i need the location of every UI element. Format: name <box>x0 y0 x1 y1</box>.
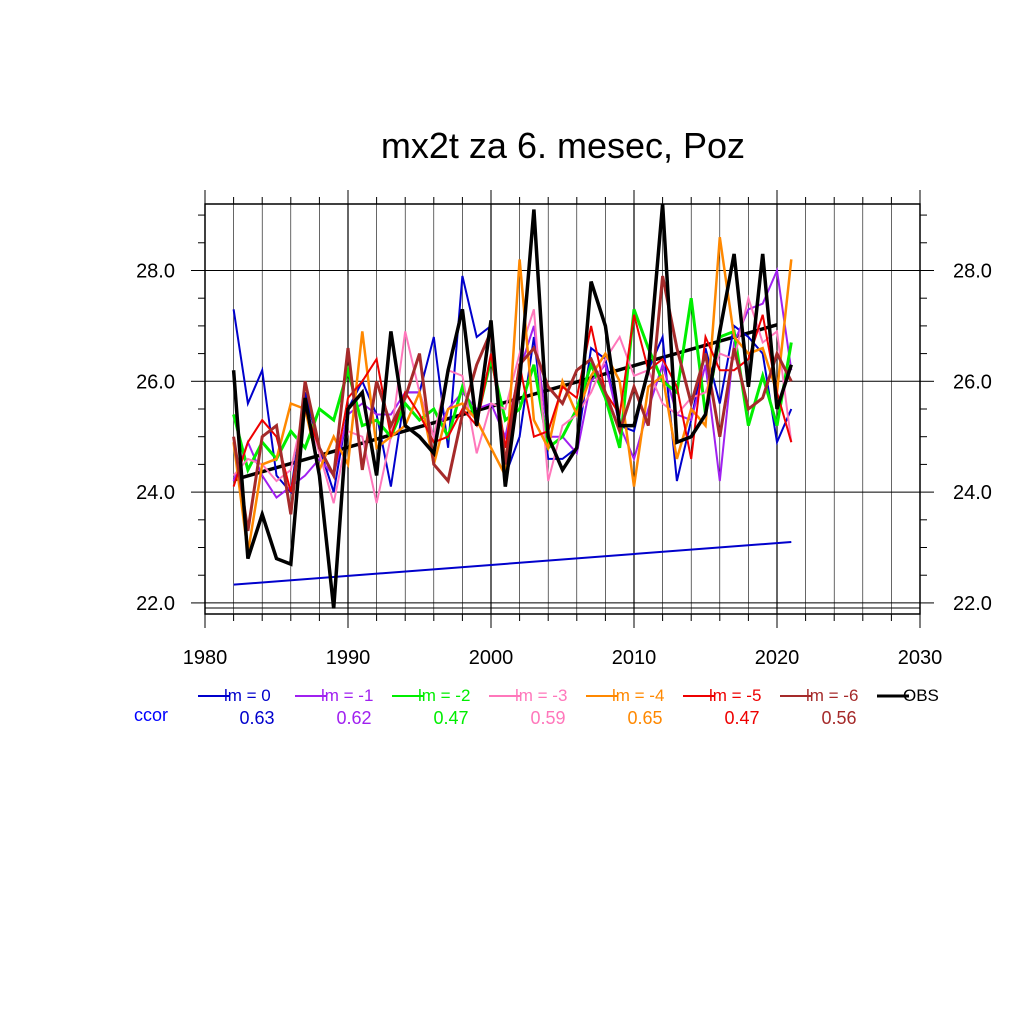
legend-label: OBS <box>903 686 939 705</box>
legend-label: lm = -5 <box>709 686 761 705</box>
ccor-value: 0.65 <box>627 708 662 728</box>
series-line <box>232 237 793 554</box>
x-tick-label: 2020 <box>755 647 800 669</box>
legend-label: lm = -6 <box>806 686 858 705</box>
legend: lm = 0 0.63 lm = -1 0.62 lm = -2 0.47 lm = -3 0… <box>134 686 939 728</box>
y-tick-label-left: 22.0 <box>136 593 175 615</box>
legend-label: lm = -3 <box>515 686 567 705</box>
ccor-value: 0.47 <box>724 708 759 728</box>
trend-line <box>233 540 792 586</box>
series-line <box>231 203 793 609</box>
x-tick-label: 2030 <box>898 647 943 669</box>
x-axis: 1980 1990 2000 2010 2020 2030 <box>183 190 943 669</box>
x-tick-label: 2010 <box>612 647 657 669</box>
series-lines <box>231 203 793 609</box>
legend-label: lm = -4 <box>612 686 664 705</box>
y-tick-label-right: 22.0 <box>953 593 992 615</box>
y-tick-label-right: 26.0 <box>953 371 992 393</box>
y-tick-label-right: 24.0 <box>953 482 992 504</box>
ccor-value: 0.62 <box>336 708 371 728</box>
y-tick-label-left: 28.0 <box>136 260 175 282</box>
ccor-value: 0.63 <box>239 708 274 728</box>
legend-label: lm = -1 <box>321 686 373 705</box>
ccor-value: 0.59 <box>530 708 565 728</box>
ccor-value: 0.47 <box>433 708 468 728</box>
legend-label: lm = -2 <box>418 686 470 705</box>
ccor-value: 0.56 <box>821 708 856 728</box>
y-tick-label-left: 26.0 <box>136 371 175 393</box>
y-tick-label-left: 24.0 <box>136 482 175 504</box>
y-tick-label-right: 28.0 <box>953 260 992 282</box>
x-tick-label: 1980 <box>183 647 228 669</box>
y-axis: 22.0 22.0 24.0 24.0 26.0 26.0 28.0 28.0 <box>136 214 992 615</box>
x-tick-label: 1990 <box>326 647 371 669</box>
x-tick-label: 2000 <box>469 647 514 669</box>
chart-title: mx2t za 6. mesec, Poz <box>381 125 745 166</box>
series-line <box>232 275 793 495</box>
ccor-label: ccor <box>134 705 168 725</box>
legend-label: lm = 0 <box>224 686 271 705</box>
series-line <box>232 275 793 532</box>
